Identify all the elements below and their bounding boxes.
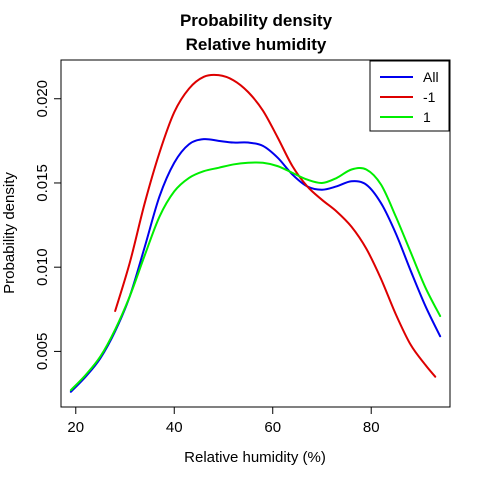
- x-tick-label: 20: [67, 419, 84, 436]
- legend-label: All: [423, 69, 439, 85]
- x-axis: 20 40 60 80: [67, 407, 380, 436]
- legend: All -1 1: [369, 60, 450, 132]
- y-tick-label: 0.005: [34, 333, 51, 371]
- x-tick-label: 40: [166, 419, 183, 436]
- y-axis: 0.005 0.010 0.015 0.020: [34, 80, 61, 370]
- x-tick-label: 80: [363, 419, 380, 436]
- series-line-3: [69, 161, 442, 392]
- y-tick-label: 0.015: [34, 164, 51, 202]
- series-line-2: [114, 73, 437, 378]
- y-tick-label: 0.020: [34, 80, 51, 118]
- legend-label: -1: [423, 89, 436, 105]
- series-lines: [69, 73, 442, 393]
- series-line-1: [69, 138, 442, 393]
- x-axis-label: Relative humidity (%): [184, 449, 326, 466]
- y-tick-label: 0.010: [34, 248, 51, 286]
- legend-label: 1: [423, 109, 431, 125]
- legend-box: [369, 60, 450, 132]
- x-tick-label: 60: [264, 419, 281, 436]
- plot-frame: [60, 59, 451, 408]
- chart-subtitle: Relative humidity: [186, 35, 327, 54]
- y-axis-label: Probability density: [1, 172, 18, 294]
- chart-title: Probability density: [180, 11, 333, 30]
